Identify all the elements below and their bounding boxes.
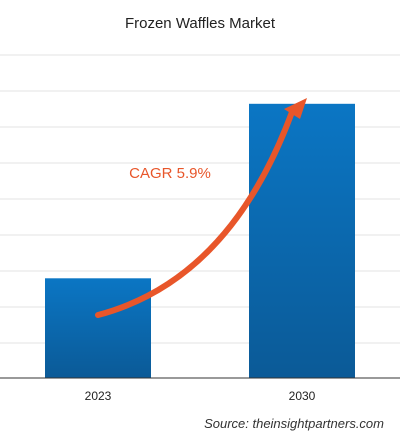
bar-2023 bbox=[45, 278, 151, 378]
source-text: Source: theinsightpartners.com bbox=[204, 416, 384, 431]
bar-2030 bbox=[249, 103, 355, 379]
chart-title: Frozen Waffles Market bbox=[125, 15, 276, 32]
x-tick-label-2023: 2023 bbox=[85, 389, 112, 403]
x-tick-label-2030: 2030 bbox=[289, 389, 316, 403]
gridlines bbox=[0, 54, 400, 344]
cagr-arrow bbox=[95, 109, 295, 318]
x-tick-labels: 2023 2030 bbox=[85, 389, 316, 403]
cagr-arrowhead bbox=[284, 98, 307, 119]
cagr-label: CAGR 5.9% bbox=[129, 165, 211, 182]
bars bbox=[45, 103, 355, 379]
